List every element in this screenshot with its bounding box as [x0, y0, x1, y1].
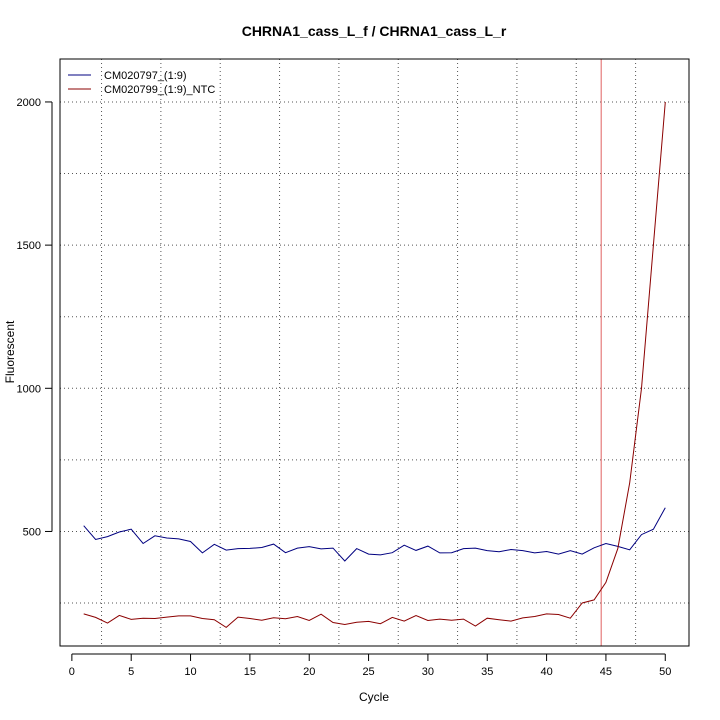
plot-frame — [59, 58, 690, 647]
x-tick-label: 10 — [184, 666, 196, 678]
x-tick-label: 50 — [659, 666, 671, 678]
x-tick-label: 5 — [128, 666, 134, 678]
y-tick-label: 500 — [23, 526, 41, 538]
x-tick-label: 30 — [422, 666, 434, 678]
x-tick-label: 35 — [481, 666, 493, 678]
legend: CM020797_(1:9) CM020799_(1:9)_NTC — [68, 70, 215, 96]
x-axis-label: Cycle — [359, 690, 389, 704]
x-tick-label: 20 — [303, 666, 315, 678]
legend-label: CM020797_(1:9) — [104, 70, 187, 82]
x-tick-label: 15 — [244, 666, 256, 678]
y-tick-label: 1500 — [17, 240, 41, 252]
series-layer — [83, 101, 666, 629]
x-tick-label: 40 — [540, 666, 552, 678]
grid-lines — [60, 59, 689, 646]
legend-label: CM020799_(1:9)_NTC — [104, 84, 215, 96]
x-axis: 0 5 10 15 20 25 30 35 40 45 50 — [69, 653, 671, 678]
series-line-1 — [83, 507, 666, 562]
y-axis-label: Fluorescent — [3, 320, 17, 383]
x-tick-label: 25 — [362, 666, 374, 678]
y-axis: 500 1000 1500 2000 — [17, 97, 53, 538]
x-tick-label: 45 — [600, 666, 612, 678]
y-tick-label: 2000 — [17, 97, 41, 109]
chart-title: CHRNA1_cass_L_f / CHRNA1_cass_L_r — [242, 23, 507, 39]
series-line-2 — [83, 101, 666, 629]
x-tick-label: 0 — [69, 666, 75, 678]
y-tick-label: 1000 — [17, 383, 41, 395]
